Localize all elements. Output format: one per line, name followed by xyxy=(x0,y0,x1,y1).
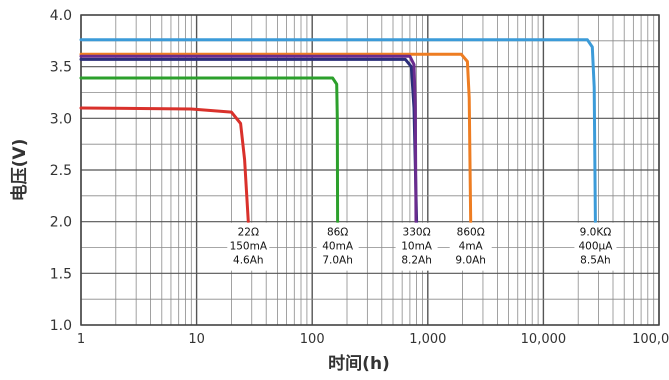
plot-border xyxy=(80,14,660,326)
series-line xyxy=(79,38,597,224)
annotations: 22Ω 150mA 4.6Ah 86Ω 40mA 7.0Ah 330Ω 10mA 8.2Ah 86… xyxy=(227,222,617,271)
y-tick-label: 2.0 xyxy=(50,215,72,231)
annotation-text: 4.6Ah xyxy=(233,255,264,267)
y-tick-label: 4.0 xyxy=(50,8,72,24)
annotation-text: 40mA xyxy=(322,241,354,253)
y-tick-label: 3.0 xyxy=(50,111,72,127)
annotation-text: 4mA xyxy=(459,241,484,253)
annotation-box xyxy=(449,222,492,271)
y-tick-label: 2.5 xyxy=(50,163,72,179)
x-tick-label: 10 xyxy=(188,332,205,347)
series-line xyxy=(79,54,418,224)
x-tick-label: 100 xyxy=(300,332,325,347)
annotation-box xyxy=(574,222,617,271)
annotation-text: 7.0Ah xyxy=(322,255,353,267)
tick-labels: 1.0 1.5 2.0 2.5 3.0 3.5 4.0 1 10 100 1,000 10,000 10… xyxy=(50,8,669,347)
annotation-box xyxy=(316,222,359,271)
annotation-box xyxy=(395,222,438,271)
annotation-text: 150mA xyxy=(230,241,268,253)
series-line xyxy=(79,52,473,224)
y-axis-label: 电压(V) xyxy=(9,139,30,202)
annotation-text: 9.0KΩ xyxy=(580,227,612,239)
annotation-text: 10mA xyxy=(401,241,433,253)
annotation-box xyxy=(227,222,270,271)
x-tick-label: 100,000 xyxy=(632,332,669,347)
x-tick-label: 1 xyxy=(77,332,85,347)
x-axis-label: 时间(h) xyxy=(328,353,390,374)
annotation-text: 86Ω xyxy=(327,227,348,239)
annotation-text: 22Ω xyxy=(238,227,259,239)
y-tick-label: 1.5 xyxy=(50,266,72,282)
series-lines xyxy=(79,38,597,224)
y-tick-label: 1.0 xyxy=(50,318,72,334)
annotation-text: 8.2Ah xyxy=(401,255,432,267)
annotation-text: 8.5Ah xyxy=(580,255,611,267)
x-tick-label: 10,000 xyxy=(521,332,567,347)
series-line xyxy=(79,76,340,224)
annotation-text: 860Ω xyxy=(457,227,485,239)
x-tick-label: 1,000 xyxy=(409,332,446,347)
annotation-text: 9.0Ah xyxy=(455,255,486,267)
annotation-text: 400μA xyxy=(578,241,613,253)
y-tick-label: 3.5 xyxy=(50,60,72,76)
annotation-text: 330Ω xyxy=(403,227,431,239)
series-line xyxy=(79,106,250,224)
